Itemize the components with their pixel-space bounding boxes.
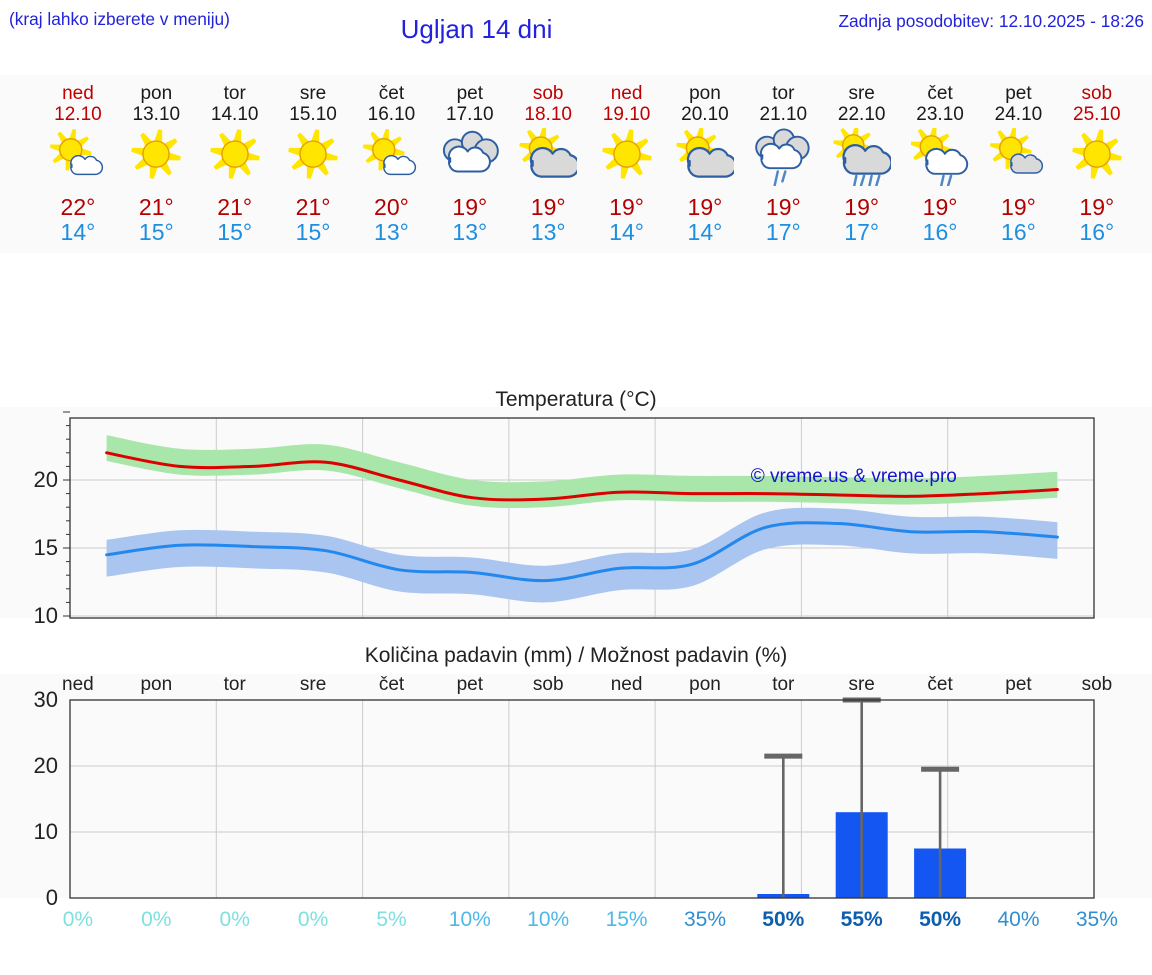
svg-text:55%: 55% [841, 908, 883, 931]
svg-text:pon: pon [140, 674, 172, 695]
svg-text:10%: 10% [527, 908, 569, 931]
svg-text:tor: tor [224, 674, 247, 695]
svg-text:0%: 0% [63, 908, 93, 931]
svg-text:0%: 0% [298, 908, 328, 931]
svg-text:0%: 0% [220, 908, 250, 931]
svg-text:15%: 15% [606, 908, 648, 931]
svg-text:pet: pet [457, 674, 484, 695]
svg-text:20: 20 [34, 753, 58, 778]
svg-text:50%: 50% [762, 908, 804, 931]
svg-text:pet: pet [1005, 674, 1032, 695]
svg-text:0: 0 [46, 885, 58, 910]
svg-text:sre: sre [848, 674, 874, 695]
svg-text:čet: čet [927, 674, 953, 695]
svg-text:5%: 5% [376, 908, 406, 931]
svg-text:10%: 10% [449, 908, 491, 931]
svg-text:ned: ned [611, 674, 643, 695]
svg-text:sob: sob [1082, 674, 1113, 695]
svg-text:ned: ned [62, 674, 94, 695]
svg-text:pon: pon [689, 674, 721, 695]
svg-text:35%: 35% [1076, 908, 1118, 931]
svg-text:tor: tor [772, 674, 795, 695]
svg-text:50%: 50% [919, 908, 961, 931]
svg-text:čet: čet [379, 674, 405, 695]
svg-text:sre: sre [300, 674, 326, 695]
svg-text:0%: 0% [141, 908, 171, 931]
svg-text:10: 10 [34, 819, 58, 844]
svg-text:40%: 40% [997, 908, 1039, 931]
svg-text:30: 30 [34, 687, 58, 712]
svg-text:sob: sob [533, 674, 564, 695]
svg-text:35%: 35% [684, 908, 726, 931]
